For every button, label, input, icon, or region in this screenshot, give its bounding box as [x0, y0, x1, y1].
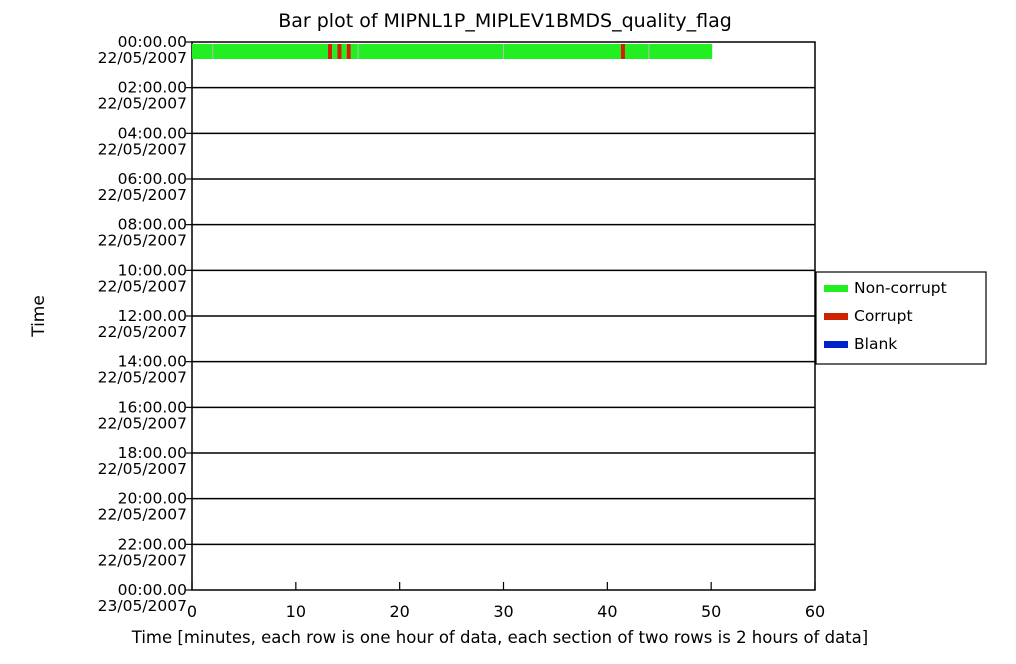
- y-tick-date: 22/05/2007: [98, 551, 187, 569]
- x-tick-label: 60: [805, 602, 825, 621]
- bar-segments: [192, 44, 713, 59]
- y-tick-date: 22/05/2007: [98, 186, 187, 204]
- y-tick-time: 08:00.00: [118, 216, 187, 234]
- legend-label: Blank: [854, 335, 897, 353]
- x-tick-label: 50: [701, 602, 721, 621]
- y-tick-date: 22/05/2007: [98, 140, 187, 158]
- y-tick-date: 22/05/2007: [98, 506, 187, 524]
- y-tick-time: 16:00.00: [118, 398, 187, 416]
- bar-segment: [341, 44, 347, 59]
- legend-swatch: [824, 341, 848, 348]
- y-tick-date: 22/05/2007: [98, 414, 187, 432]
- legend: Non-corrupt Corrupt Blank: [815, 271, 987, 365]
- y-tick-date: 22/05/2007: [98, 232, 187, 250]
- x-tick-label: 40: [597, 602, 617, 621]
- y-tick-time: 20:00.00: [118, 490, 187, 508]
- x-tick-label: 10: [286, 602, 306, 621]
- bar-segment: [337, 44, 342, 59]
- y-tick-date: 22/05/2007: [98, 369, 187, 387]
- y-tick-time: 18:00.00: [118, 444, 187, 462]
- y-tick-time: 00:00.00: [118, 581, 187, 599]
- bar-segment: [620, 44, 625, 59]
- y-tick-time: 10:00.00: [118, 261, 187, 279]
- x-tick-label: 20: [389, 602, 409, 621]
- y-tick-date: 22/05/2007: [98, 277, 187, 295]
- y-tick-time: 02:00.00: [118, 79, 187, 97]
- legend-swatch: [824, 285, 848, 292]
- bar-segment: [624, 44, 713, 59]
- plot-area: [191, 41, 816, 591]
- x-axis-ticks: 0 10 20 30 40 50 60: [187, 582, 825, 621]
- bar-segment: [346, 44, 351, 59]
- y-tick-time: 14:00.00: [118, 353, 187, 371]
- x-tick-label: 0: [187, 602, 197, 621]
- x-axis-label: Time [minutes, each row is one hour of d…: [131, 628, 868, 647]
- legend-label: Non-corrupt: [854, 279, 947, 297]
- y-tick-time: 12:00.00: [118, 307, 187, 325]
- y-tick-date: 22/05/2007: [98, 460, 187, 478]
- chart-title: Bar plot of MIPNL1P_MIPLEV1BMDS_quality_…: [278, 10, 732, 32]
- y-tick-time: 06:00.00: [118, 170, 187, 188]
- x-tick-label: 30: [493, 602, 513, 621]
- y-axis-label: Time: [29, 295, 49, 338]
- bar-segment: [192, 44, 329, 59]
- bar-segment: [332, 44, 338, 59]
- y-tick-time: 22:00.00: [118, 535, 187, 553]
- y-tick-time: 04:00.00: [118, 124, 187, 142]
- bar-segment: [350, 44, 621, 59]
- y-axis-ticks: 00:00.0022/05/200702:00.0022/05/200704:0…: [98, 33, 192, 615]
- y-tick-date: 22/05/2007: [98, 95, 187, 113]
- y-tick-date: 22/05/2007: [98, 323, 187, 341]
- bar-segment: [328, 44, 333, 59]
- y-tick-date: 23/05/2007: [98, 597, 187, 615]
- legend-label: Corrupt: [854, 307, 913, 325]
- y-tick-date: 22/05/2007: [98, 49, 187, 67]
- row-separators: [192, 86, 815, 546]
- legend-swatch: [824, 313, 848, 320]
- y-tick-time: 00:00.00: [118, 33, 187, 51]
